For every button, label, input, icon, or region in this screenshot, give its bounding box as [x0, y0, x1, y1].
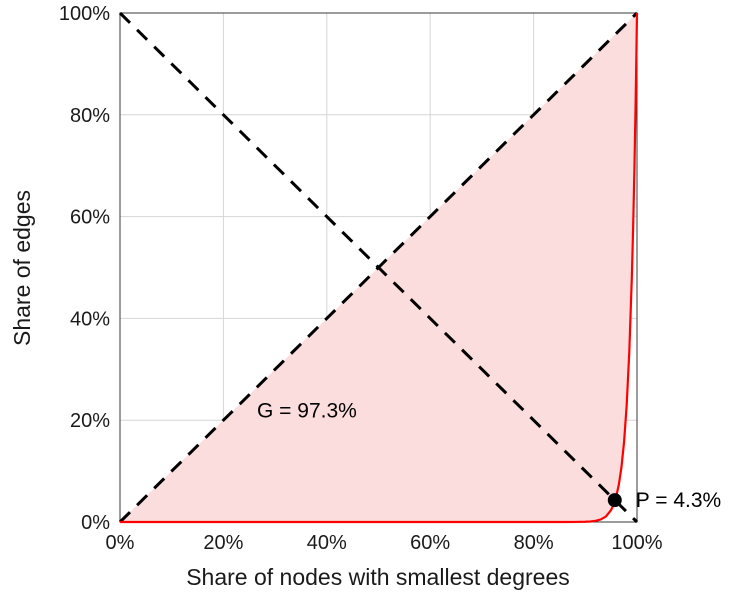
p-point-marker: [607, 493, 622, 508]
x-tick-label: 20%: [203, 532, 243, 554]
y-tick-label: 100%: [59, 3, 110, 25]
x-tick-label: 80%: [514, 532, 554, 554]
y-tick-label: 0%: [81, 512, 110, 534]
tick-label-layer: 0% 20% 40% 60% 80% 100% 0% 20% 40% 60% 80% 100%: [59, 3, 663, 554]
y-tick-label: 60%: [70, 207, 110, 229]
x-tick-label: 40%: [307, 532, 347, 554]
x-axis-label: Share of nodes with smallest degrees: [186, 564, 570, 590]
x-tick-label: 60%: [410, 532, 450, 554]
x-tick-label: 0%: [106, 532, 135, 554]
series-layer: [118, 11, 639, 524]
y-tick-label: 20%: [70, 410, 110, 432]
anti-diagonal: [118, 11, 639, 524]
p-annotation: P = 4.3%: [636, 489, 721, 512]
y-tick-label: 40%: [70, 308, 110, 330]
x-tick-label: 100%: [611, 532, 662, 554]
lorenz-curve: [120, 12, 639, 524]
y-axis-label: Share of edges: [9, 190, 35, 346]
gini-annotation: G = 97.3%: [257, 400, 357, 423]
y-tick-label: 80%: [70, 105, 110, 127]
